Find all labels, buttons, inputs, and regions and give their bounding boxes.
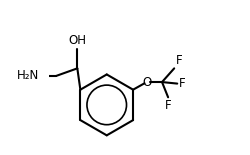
Text: H₂N: H₂N (17, 69, 39, 82)
Text: F: F (179, 77, 186, 90)
Text: F: F (176, 54, 182, 67)
Text: OH: OH (68, 34, 86, 47)
Text: O: O (142, 76, 152, 89)
Text: F: F (165, 99, 172, 112)
